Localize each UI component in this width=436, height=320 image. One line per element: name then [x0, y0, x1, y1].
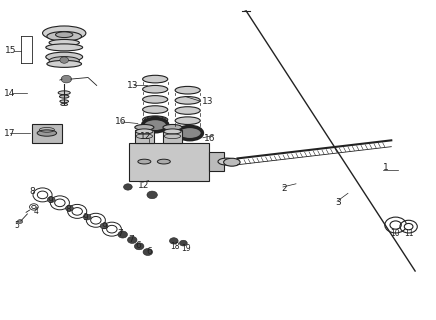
Text: 7: 7 [117, 229, 123, 238]
Text: 7: 7 [128, 236, 134, 244]
Text: 8: 8 [30, 187, 35, 196]
Ellipse shape [143, 96, 168, 103]
Circle shape [17, 220, 23, 223]
Text: 5: 5 [14, 220, 19, 229]
Circle shape [72, 208, 82, 215]
Text: 2: 2 [282, 184, 287, 193]
Circle shape [107, 225, 117, 233]
Ellipse shape [157, 159, 170, 164]
Ellipse shape [138, 159, 151, 164]
Circle shape [48, 197, 55, 203]
Ellipse shape [164, 129, 181, 134]
Circle shape [170, 238, 178, 244]
Text: 9: 9 [83, 213, 89, 222]
Circle shape [60, 57, 68, 63]
Ellipse shape [177, 126, 202, 140]
Text: 6: 6 [146, 247, 152, 257]
Ellipse shape [49, 39, 79, 46]
Text: 9: 9 [47, 196, 53, 205]
Circle shape [37, 191, 48, 199]
Ellipse shape [61, 103, 68, 106]
Text: 1: 1 [383, 164, 388, 172]
Ellipse shape [59, 95, 69, 98]
Bar [209, 152, 225, 171]
Text: 14: 14 [3, 89, 15, 98]
Ellipse shape [47, 32, 82, 41]
Bar [129, 142, 209, 180]
Ellipse shape [143, 116, 168, 124]
Ellipse shape [143, 118, 168, 132]
Ellipse shape [37, 130, 57, 136]
Ellipse shape [46, 52, 82, 62]
Ellipse shape [143, 85, 168, 93]
Text: 8: 8 [65, 205, 71, 214]
Text: 16: 16 [116, 117, 127, 126]
Ellipse shape [175, 107, 200, 114]
Circle shape [134, 243, 144, 250]
Ellipse shape [58, 91, 70, 95]
Bar [135, 130, 154, 142]
Text: 12: 12 [140, 132, 151, 141]
Text: 16: 16 [204, 134, 216, 143]
Text: 13: 13 [201, 97, 213, 106]
Ellipse shape [224, 158, 240, 166]
Circle shape [147, 191, 157, 199]
Circle shape [65, 205, 73, 211]
Ellipse shape [177, 128, 198, 134]
Ellipse shape [144, 116, 166, 123]
Circle shape [180, 240, 187, 246]
Ellipse shape [175, 127, 200, 135]
Ellipse shape [47, 60, 82, 68]
Ellipse shape [175, 97, 200, 104]
Ellipse shape [46, 44, 82, 51]
Circle shape [91, 216, 101, 224]
Ellipse shape [218, 158, 235, 165]
Text: 10: 10 [390, 229, 400, 238]
Circle shape [100, 223, 108, 229]
Circle shape [54, 199, 65, 207]
Text: 15: 15 [5, 46, 17, 55]
Circle shape [32, 205, 36, 209]
Text: 4: 4 [34, 207, 39, 216]
Text: 11: 11 [404, 229, 414, 238]
Text: 19: 19 [181, 244, 191, 253]
Ellipse shape [136, 129, 153, 134]
Text: 3: 3 [335, 198, 341, 207]
Text: 12: 12 [138, 181, 149, 190]
Ellipse shape [175, 117, 200, 124]
Ellipse shape [49, 57, 79, 65]
Text: 9: 9 [101, 222, 107, 231]
Circle shape [143, 249, 153, 255]
Circle shape [127, 236, 137, 244]
Ellipse shape [175, 86, 200, 94]
Ellipse shape [143, 106, 168, 113]
Text: 17: 17 [3, 129, 15, 138]
Circle shape [123, 184, 132, 190]
Bar [32, 124, 62, 142]
Ellipse shape [163, 124, 182, 130]
Circle shape [83, 214, 91, 220]
Ellipse shape [43, 26, 86, 40]
Text: 6: 6 [136, 241, 141, 250]
Bar [163, 130, 182, 142]
Ellipse shape [55, 32, 73, 37]
Circle shape [118, 231, 127, 238]
Ellipse shape [60, 100, 68, 103]
Text: 13: 13 [127, 81, 139, 90]
Circle shape [404, 223, 413, 230]
Circle shape [390, 221, 401, 229]
Circle shape [61, 75, 72, 83]
Text: 18: 18 [170, 242, 180, 251]
Ellipse shape [135, 124, 154, 130]
Ellipse shape [143, 75, 168, 83]
